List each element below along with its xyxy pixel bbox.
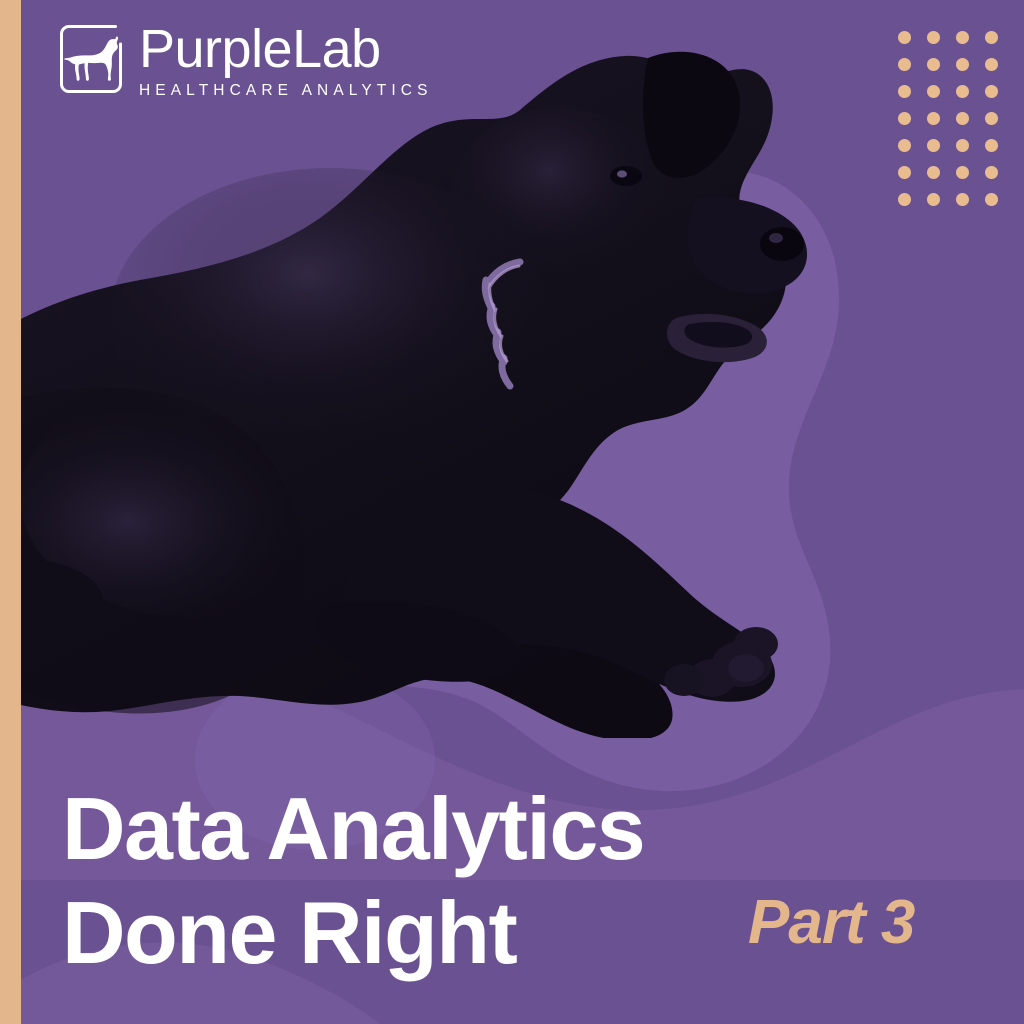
- headline-line-2: Done Right: [62, 883, 518, 982]
- grid-dot: [898, 166, 911, 179]
- grid-dot: [985, 85, 998, 98]
- grid-dot: [898, 58, 911, 71]
- grid-dot: [985, 139, 998, 152]
- logo-tagline: HEALTHCARE ANALYTICS: [139, 82, 433, 99]
- grid-dot: [927, 58, 940, 71]
- grid-dot: [927, 193, 940, 206]
- logo-wordmark-group: PurpleLab HEALTHCARE ANALYTICS: [139, 20, 433, 100]
- grid-dot: [898, 112, 911, 125]
- brand-logo[interactable]: PurpleLab HEALTHCARE ANALYTICS: [57, 20, 433, 100]
- grid-dot: [985, 112, 998, 125]
- grid-dot: [985, 193, 998, 206]
- grid-dot: [927, 166, 940, 179]
- grid-dot: [956, 85, 969, 98]
- dog-silhouette-icon: [57, 22, 125, 96]
- headline: Data Analytics Done Right: [62, 777, 646, 985]
- part-badge: Part 3: [748, 888, 915, 957]
- grid-dot: [898, 85, 911, 98]
- logo-wordmark: PurpleLab: [139, 19, 381, 79]
- grid-dot: [927, 112, 940, 125]
- grid-dot: [927, 85, 940, 98]
- grid-dot: [956, 31, 969, 44]
- grid-dot: [985, 58, 998, 71]
- grid-dot: [956, 166, 969, 179]
- headline-line-1: Data Analytics: [62, 779, 646, 878]
- grid-dot: [985, 166, 998, 179]
- dot-grid-decoration: [898, 31, 998, 206]
- grid-dot: [956, 112, 969, 125]
- grid-dot: [898, 139, 911, 152]
- grid-dot: [927, 139, 940, 152]
- grid-dot: [927, 31, 940, 44]
- grid-dot: [956, 193, 969, 206]
- grid-dot: [956, 58, 969, 71]
- grid-dot: [898, 31, 911, 44]
- grid-dot: [898, 193, 911, 206]
- grid-dot: [985, 31, 998, 44]
- left-accent-strip: [0, 0, 21, 1024]
- grid-dot: [956, 139, 969, 152]
